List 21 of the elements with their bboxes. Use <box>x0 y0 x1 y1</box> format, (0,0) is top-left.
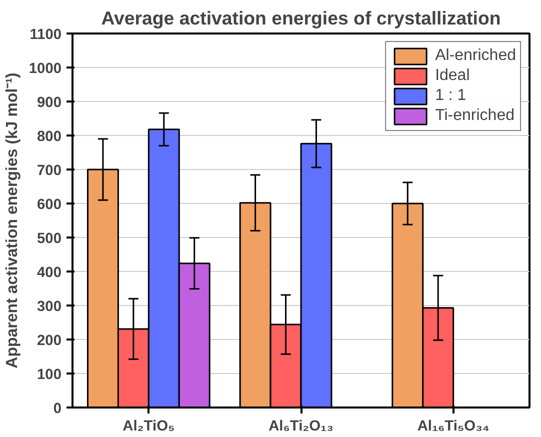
chart-title: Average activation energies of crystallization <box>101 8 501 28</box>
y-tick-label: 200 <box>37 333 62 349</box>
y-tick-label: 900 <box>37 95 62 111</box>
x-tick-label: Al₂TiO₅ <box>122 418 175 434</box>
y-tick-label: 700 <box>37 163 62 179</box>
y-tick-label: 0 <box>53 401 62 417</box>
legend-label: 1 : 1 <box>435 87 466 105</box>
y-tick-label: 300 <box>37 299 62 315</box>
y-tick-label: 800 <box>37 129 62 145</box>
y-axis-title: Apparent activation energies (kJ mol⁻¹) <box>4 72 21 368</box>
y-tick-label: 1000 <box>28 61 62 77</box>
y-tick-label: 1100 <box>30 27 62 43</box>
y-tick-label: 100 <box>37 367 62 383</box>
x-tick-label: Al₆Ti₂O₁₃ <box>268 418 334 434</box>
y-tick-label: 500 <box>37 231 62 247</box>
y-tick-label: 400 <box>37 265 62 281</box>
legend-label: Ti-enriched <box>435 107 514 125</box>
x-tick-label: Al₁₆Ti₅O₃₄ <box>417 418 490 434</box>
legend-label: Ideal <box>435 67 470 85</box>
legend-label: Al-enriched <box>435 47 516 65</box>
y-tick-label: 600 <box>37 197 62 213</box>
